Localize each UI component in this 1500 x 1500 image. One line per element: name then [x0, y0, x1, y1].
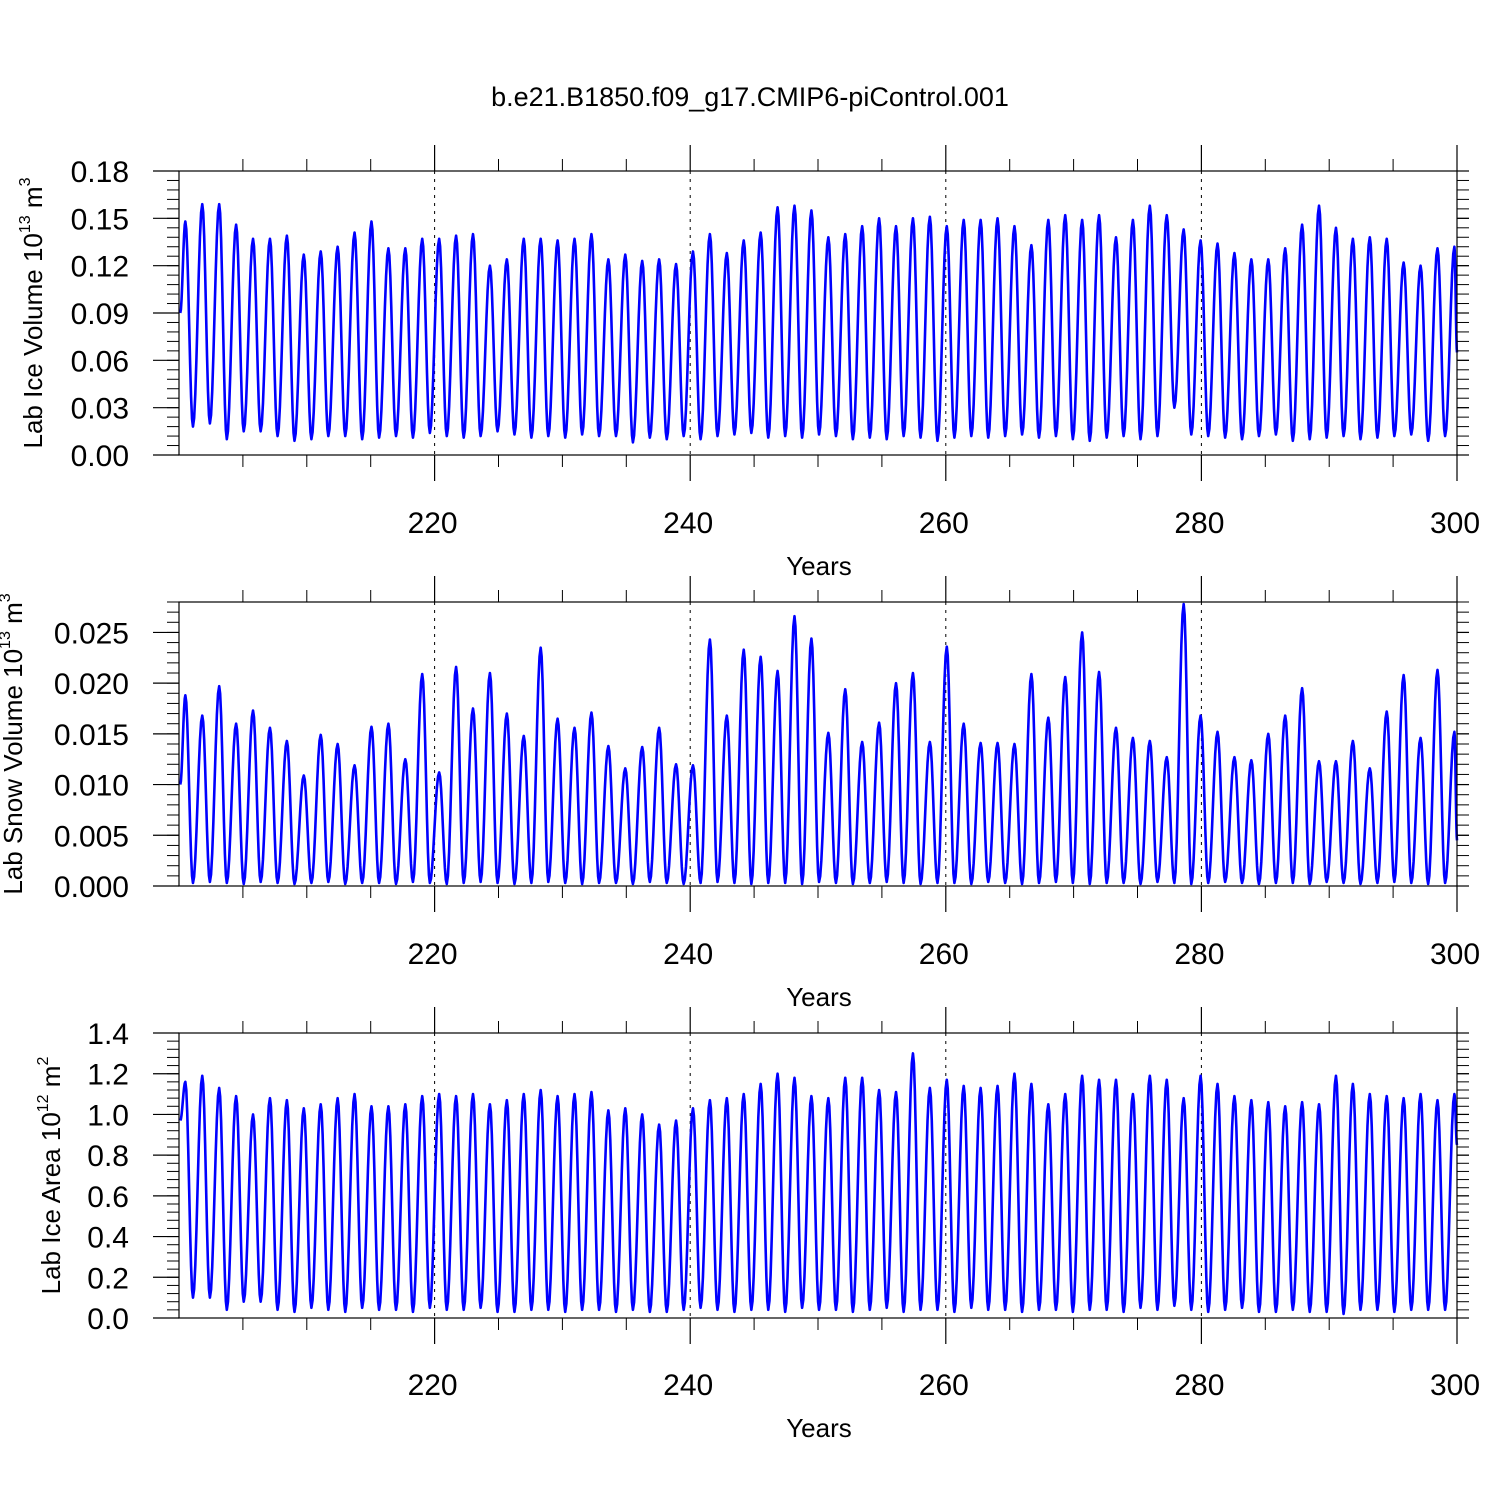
x-tick-label: 260 [919, 507, 969, 540]
series-line-1 [179, 602, 1459, 886]
y-tick-label: 0.010 [54, 770, 129, 803]
y-tick-label: 0.015 [54, 719, 129, 752]
y-axis-label-unit-exponent: 3 [17, 177, 34, 186]
x-tick-label: 280 [1174, 938, 1224, 971]
y-axis-label-unit-exponent: 3 [0, 593, 14, 602]
y-tick-label: 0.020 [54, 668, 129, 701]
x-axis-label: Years [786, 982, 852, 1012]
y-axis-label-exponent: 13 [17, 215, 34, 233]
x-tick-label: 240 [663, 938, 713, 971]
y-tick-label: 0.2 [87, 1262, 129, 1295]
y-tick-label: 0.03 [71, 393, 129, 426]
x-axis-label: Years [786, 551, 852, 581]
y-tick-label: 1.4 [87, 1018, 129, 1051]
y-axis-label-unit-exponent: 2 [35, 1057, 52, 1066]
y-tick-label: 0.18 [71, 156, 129, 189]
x-tick-label: 260 [919, 1369, 969, 1402]
y-axis-label-main: Lab Ice Area 10 [36, 1112, 66, 1294]
y-axis-label: Lab Ice Volume 1013 m3 [17, 177, 48, 448]
y-tick-label: 0.06 [71, 345, 129, 378]
x-tick-label: 300 [1430, 938, 1480, 971]
y-axis-label-unit: m [18, 186, 48, 215]
x-tick-label: 220 [408, 507, 458, 540]
y-tick-label: 1.2 [87, 1059, 129, 1092]
y-axis-label-unit: m [0, 602, 28, 631]
y-tick-label: 0.0 [87, 1303, 129, 1336]
y-axis-label-exponent: 13 [0, 631, 14, 649]
x-tick-label: 240 [663, 1369, 713, 1402]
y-axis-label-main: Lab Snow Volume 10 [0, 649, 28, 895]
y-tick-label: 0.4 [87, 1222, 129, 1255]
chart-title: b.e21.B1850.f09_g17.CMIP6-piControl.001 [491, 82, 1009, 112]
y-tick-label: 1.0 [87, 1099, 129, 1132]
y-tick-label: 0.12 [71, 251, 129, 284]
panel-3: 0.0 0.2 0.4 0.6 0.8 1.0 1.2 1.4 220 240 260 280 300 Y… [35, 1007, 1480, 1443]
y-tick-label: 0.8 [87, 1140, 129, 1173]
y-axis-label: Lab Ice Area 1012 m2 [35, 1057, 66, 1295]
y-tick-label: 0.000 [54, 871, 129, 904]
y-axis-label-unit: m [36, 1066, 66, 1095]
y-tick-label: 0.00 [71, 440, 129, 473]
x-tick-label: 260 [919, 938, 969, 971]
x-tick-label: 280 [1174, 507, 1224, 540]
x-tick-label: 280 [1174, 1369, 1224, 1402]
y-tick-label: 0.09 [71, 298, 129, 331]
y-axis-label-main: Lab Ice Volume 10 [18, 233, 48, 448]
y-tick-label: 0.6 [87, 1181, 129, 1214]
series-line-1 [179, 1052, 1459, 1316]
y-axis-label: Lab Snow Volume 1013 m3 [0, 593, 28, 894]
panel-2: 0.000 0.005 0.010 0.015 0.020 0.025 220 240 260 2… [0, 576, 1480, 1012]
y-tick-label: 0.025 [54, 617, 129, 650]
x-tick-label: 220 [408, 1369, 458, 1402]
x-tick-label: 240 [663, 507, 713, 540]
panel-1: 0.00 0.03 0.06 0.09 0.12 0.15 0.18 220 240 260 280… [17, 145, 1480, 581]
y-tick-label: 0.15 [71, 203, 129, 236]
y-axis-label-exponent: 12 [35, 1094, 52, 1112]
y-tick-label: 0.005 [54, 820, 129, 853]
x-tick-label: 300 [1430, 507, 1480, 540]
x-axis-label: Years [786, 1413, 852, 1443]
x-tick-label: 300 [1430, 1369, 1480, 1402]
series-line-1 [179, 202, 1459, 444]
x-tick-label: 220 [408, 938, 458, 971]
